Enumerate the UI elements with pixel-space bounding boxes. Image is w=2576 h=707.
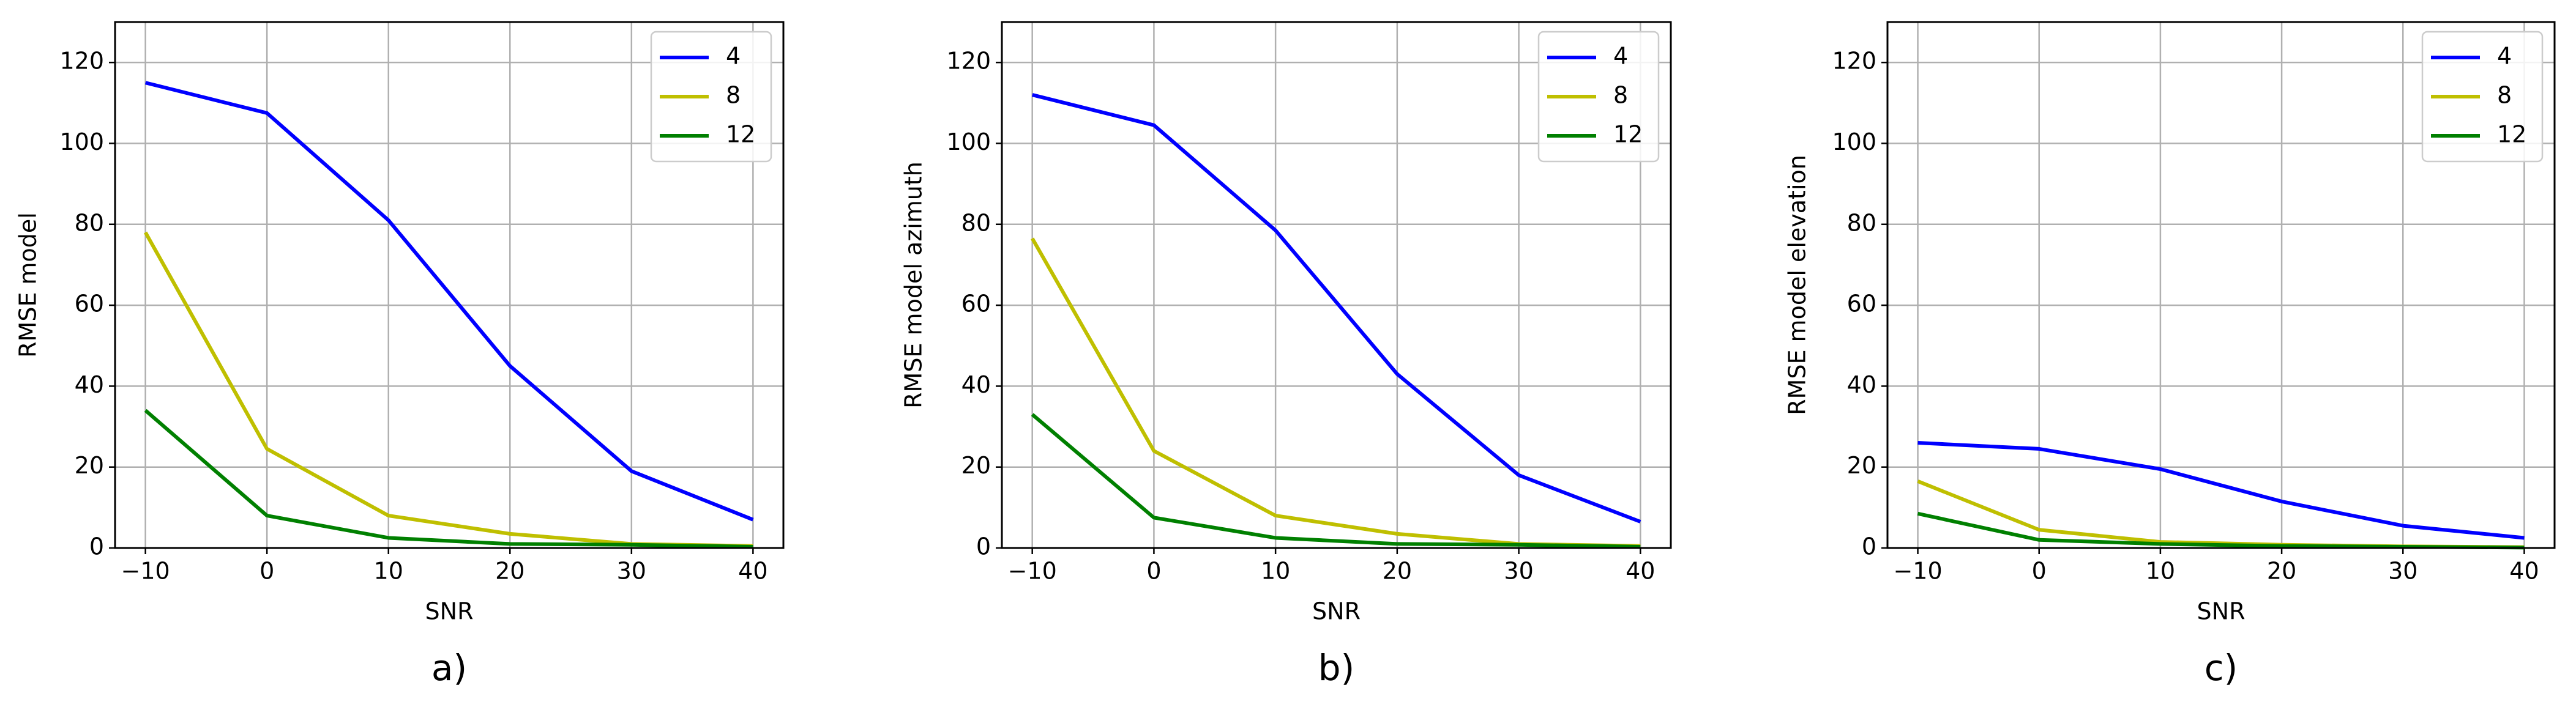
series-line	[144, 231, 753, 548]
legend-label: 12	[726, 121, 755, 148]
x-tick-label: 20	[1383, 558, 1412, 585]
x-tick-label: 30	[2388, 558, 2417, 585]
y-axis-label: RMSE model azimuth	[900, 161, 927, 409]
y-tick-label: 100	[1832, 128, 1876, 155]
y-tick-label: 60	[961, 291, 991, 317]
legend-label: 4	[2497, 43, 2512, 70]
y-tick-label: 0	[976, 533, 991, 560]
x-tick-label: 0	[2032, 558, 2047, 585]
legend-label: 12	[2497, 121, 2526, 148]
series-line	[1917, 479, 2525, 549]
y-tick-label: 20	[1847, 452, 1876, 479]
x-tick-label: 10	[2146, 558, 2175, 585]
legend-label: 8	[726, 82, 741, 109]
x-tick-label: 40	[1626, 558, 1655, 585]
legend-label: 8	[2497, 82, 2512, 109]
y-axis-label: RMSE model elevation	[1784, 155, 1811, 415]
x-tick-label: −10	[121, 558, 170, 585]
axes-frame	[1001, 21, 1672, 549]
x-tick-label: 0	[259, 558, 274, 585]
y-tick-label: 100	[59, 128, 104, 155]
y-tick-label: 0	[89, 533, 104, 560]
series-line	[1917, 511, 2525, 550]
y-tick-label: 40	[1847, 371, 1876, 398]
y-tick-label: 60	[1847, 291, 1876, 317]
legend-label: 12	[1613, 121, 1643, 148]
x-tick-label: 40	[2509, 558, 2539, 585]
x-tick-label: −10	[1893, 558, 1942, 585]
series-line	[1031, 413, 1641, 549]
y-tick-label: 20	[75, 452, 104, 479]
y-tick-label: 20	[961, 452, 991, 479]
legend-label: 4	[726, 43, 741, 70]
series-line	[1917, 441, 2525, 540]
y-tick-label: 60	[75, 291, 104, 317]
y-tick-label: 40	[961, 371, 991, 398]
y-tick-label: 80	[75, 209, 104, 236]
y-tick-label: 100	[946, 128, 991, 155]
legend-label: 4	[1613, 43, 1628, 70]
series-line	[1031, 93, 1641, 524]
x-tick-label: −10	[1008, 558, 1057, 585]
y-tick-label: 120	[946, 48, 991, 75]
y-tick-label: 80	[961, 209, 991, 236]
axes-frame	[114, 21, 785, 549]
y-tick-label: 120	[1832, 48, 1876, 75]
series-line	[144, 409, 753, 549]
x-tick-label: 10	[1261, 558, 1290, 585]
y-tick-label: 80	[1847, 209, 1876, 236]
legend-box	[650, 31, 772, 163]
x-tick-label: 20	[495, 558, 525, 585]
caption: a)	[431, 647, 467, 689]
y-tick-label: 40	[75, 371, 104, 398]
y-tick-label: 0	[1862, 533, 1876, 560]
legend-label: 8	[1613, 82, 1628, 109]
y-axis-label: RMSE model	[15, 212, 42, 358]
legend-box	[2421, 31, 2544, 163]
legend-box	[1537, 31, 1660, 163]
series-line	[144, 81, 754, 522]
x-tick-label: 20	[2267, 558, 2296, 585]
x-axis-label: SNR	[425, 598, 474, 625]
x-tick-label: 10	[374, 558, 403, 585]
x-axis-label: SNR	[1312, 598, 1361, 625]
series-line	[1031, 237, 1641, 548]
x-tick-label: 30	[617, 558, 646, 585]
y-tick-label: 120	[59, 48, 104, 75]
x-tick-label: 40	[738, 558, 767, 585]
caption: b)	[1318, 647, 1354, 689]
x-axis-label: SNR	[2197, 598, 2246, 625]
axes-frame	[1886, 21, 2556, 549]
x-tick-label: 0	[1146, 558, 1161, 585]
x-tick-label: 30	[1504, 558, 1533, 585]
caption: c)	[2205, 647, 2238, 689]
